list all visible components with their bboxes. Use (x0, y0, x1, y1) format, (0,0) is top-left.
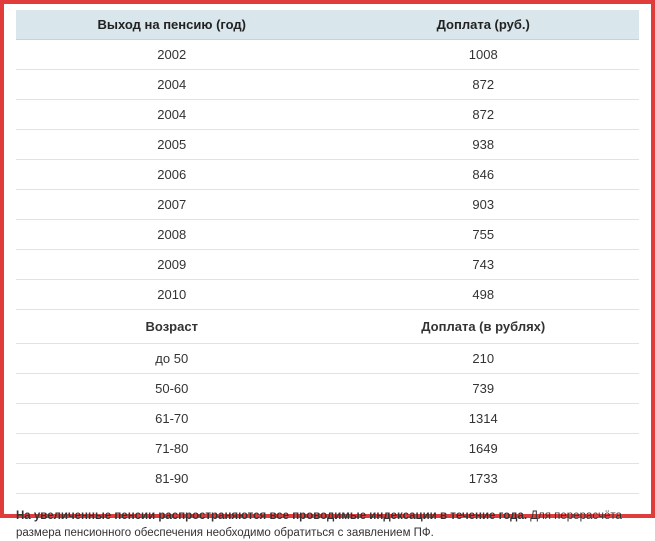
cell-value: 210 (328, 344, 640, 374)
cell-year: 2009 (16, 250, 328, 280)
cell-age: 81-90 (16, 464, 328, 494)
table-row: 61-701314 (16, 404, 639, 434)
table-row: 2006846 (16, 160, 639, 190)
cell-value: 1733 (328, 464, 640, 494)
cell-age: 50-60 (16, 374, 328, 404)
table-row: 2009743 (16, 250, 639, 280)
cell-value: 498 (328, 280, 640, 310)
table-row: 2004872 (16, 70, 639, 100)
table-row: 2005938 (16, 130, 639, 160)
page-frame: Выход на пенсию (год) Доплата (руб.) 200… (0, 0, 655, 518)
cell-year: 2005 (16, 130, 328, 160)
table-header-row: Выход на пенсию (год) Доплата (руб.) (16, 10, 639, 40)
cell-age: 61-70 (16, 404, 328, 434)
col-header-supplement: Доплата (руб.) (328, 10, 640, 40)
col-header-supplement-rub: Доплата (в рублях) (328, 310, 640, 344)
table-row: 2007903 (16, 190, 639, 220)
cell-value: 739 (328, 374, 640, 404)
table1-body: 20021008 2004872 2004872 2005938 2006846… (16, 40, 639, 494)
cell-year: 2008 (16, 220, 328, 250)
cell-value: 938 (328, 130, 640, 160)
table-row: 2008755 (16, 220, 639, 250)
cell-age: 71-80 (16, 434, 328, 464)
col-header-year: Выход на пенсию (год) (16, 10, 328, 40)
table-row: 81-901733 (16, 464, 639, 494)
table-row: 71-801649 (16, 434, 639, 464)
cell-year: 2006 (16, 160, 328, 190)
table-row: 2004872 (16, 100, 639, 130)
table-row: до 50210 (16, 344, 639, 374)
cell-year: 2010 (16, 280, 328, 310)
cell-value: 903 (328, 190, 640, 220)
footnote-bold: На увеличенные пенсии распространяются в… (16, 510, 527, 522)
cell-year: 2002 (16, 40, 328, 70)
cell-year: 2007 (16, 190, 328, 220)
cell-age: до 50 (16, 344, 328, 374)
cell-value: 1008 (328, 40, 640, 70)
table-row: 20021008 (16, 40, 639, 70)
cell-value: 743 (328, 250, 640, 280)
cell-value: 872 (328, 70, 640, 100)
table-subheader-row: Возраст Доплата (в рублях) (16, 310, 639, 344)
pension-year-table: Выход на пенсию (год) Доплата (руб.) 200… (16, 10, 639, 494)
cell-value: 872 (328, 100, 640, 130)
col-header-age: Возраст (16, 310, 328, 344)
table-row: 50-60739 (16, 374, 639, 404)
cell-year: 2004 (16, 100, 328, 130)
cell-value: 1314 (328, 404, 640, 434)
table-row: 2010498 (16, 280, 639, 310)
cell-value: 755 (328, 220, 640, 250)
cell-value: 846 (328, 160, 640, 190)
content-area: Выход на пенсию (год) Доплата (руб.) 200… (4, 4, 651, 494)
cell-year: 2004 (16, 70, 328, 100)
cell-value: 1649 (328, 434, 640, 464)
